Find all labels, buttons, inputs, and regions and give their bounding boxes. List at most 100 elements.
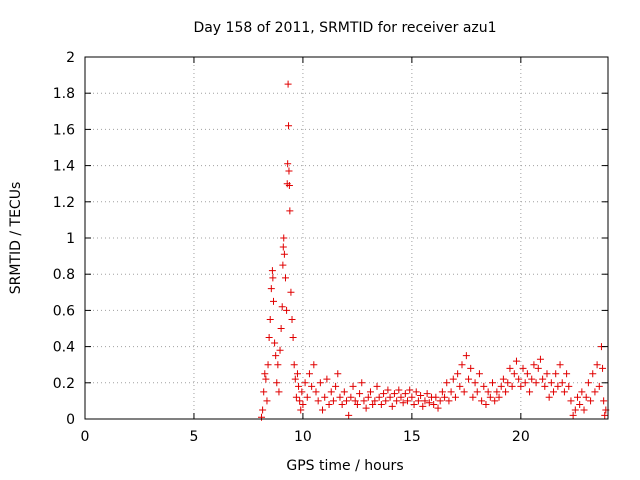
data-point [580, 406, 588, 414]
data-point [287, 288, 295, 296]
data-point [482, 401, 490, 409]
x-tick-label: 15 [403, 429, 421, 445]
data-point [267, 285, 275, 293]
data-point [281, 274, 289, 282]
data-point [288, 315, 296, 323]
data-point [552, 370, 560, 378]
data-point [353, 401, 361, 409]
data-point [345, 411, 353, 419]
data-point [347, 393, 355, 401]
data-point [277, 325, 285, 332]
data-point [297, 406, 305, 414]
data-point [473, 388, 481, 396]
data-point [390, 390, 398, 398]
data-point [382, 397, 390, 405]
data-point [340, 388, 348, 396]
data-point [303, 393, 311, 401]
data-point [264, 361, 272, 369]
y-tick-label: 2 [66, 50, 75, 66]
data-point [289, 334, 297, 342]
data-point [451, 393, 459, 401]
data-point [388, 402, 396, 410]
data-point [478, 397, 486, 405]
data-point [316, 379, 324, 387]
data-point [279, 261, 287, 269]
x-tick-label: 10 [294, 429, 312, 445]
data-point [258, 413, 266, 421]
data-point [261, 370, 269, 378]
data-point [480, 382, 488, 390]
data-point [275, 388, 283, 396]
data-point [263, 397, 271, 405]
data-point [499, 375, 507, 383]
data-point [338, 401, 346, 409]
data-point [543, 370, 551, 378]
data-point [456, 382, 464, 390]
data-point [332, 382, 340, 390]
data-point [377, 401, 385, 409]
data-point [299, 401, 307, 409]
data-point [386, 393, 394, 401]
data-point [312, 388, 320, 396]
data-point [268, 267, 276, 275]
y-tick-label: 0 [66, 412, 75, 428]
data-point [495, 393, 503, 401]
data-point [506, 364, 514, 372]
y-tick-label: 1.2 [53, 195, 75, 211]
data-point [541, 382, 549, 390]
data-point [286, 207, 294, 215]
data-point [462, 352, 470, 360]
data-point [319, 406, 327, 414]
axis-ticks: 0 5 10 15 20 0 0.2 0.4 0.6 0.8 1 1.2 1.4 1.6 1.8 2 [53, 50, 608, 445]
data-point [601, 411, 609, 419]
data-point [293, 370, 301, 378]
data-point [366, 388, 374, 396]
data-point [491, 397, 499, 405]
data-point [556, 361, 564, 369]
data-point [265, 334, 273, 342]
data-point [364, 393, 372, 401]
data-point [512, 357, 520, 365]
data-point [436, 397, 444, 405]
data-point [493, 388, 501, 396]
data-point [526, 388, 534, 396]
data-point [595, 382, 603, 390]
x-axis-label: GPS time / hours [286, 458, 403, 474]
data-point [539, 375, 547, 383]
data-point [421, 397, 429, 405]
data-point [404, 397, 412, 405]
data-point [486, 393, 494, 401]
data-point [295, 382, 303, 390]
data-point [460, 388, 468, 396]
data-point [373, 382, 381, 390]
y-tick-label: 0.8 [53, 267, 75, 283]
data-point [578, 388, 586, 396]
data-point [521, 379, 529, 387]
y-axis-label: SRMTID / TECUs [8, 182, 24, 295]
data-point [349, 382, 357, 390]
data-point [599, 364, 607, 372]
data-point [280, 250, 288, 258]
data-point [290, 361, 298, 369]
data-point [567, 397, 575, 405]
data-point [417, 391, 425, 399]
data-point [336, 393, 344, 401]
data-point [447, 388, 455, 396]
data-point [441, 393, 449, 401]
data-point [423, 390, 431, 398]
data-point [475, 370, 483, 378]
data-point [523, 370, 531, 378]
data-point [292, 393, 300, 401]
data-point [284, 80, 292, 88]
data-point [310, 361, 318, 369]
data-point [560, 388, 568, 396]
y-tick-label: 0.2 [53, 376, 75, 392]
data-point [545, 393, 553, 401]
data-point [298, 388, 306, 396]
data-point [558, 379, 566, 387]
data-point [279, 243, 287, 251]
data-point [510, 370, 518, 378]
data-point [269, 297, 277, 305]
data-point [272, 352, 280, 360]
data-point [329, 397, 337, 405]
